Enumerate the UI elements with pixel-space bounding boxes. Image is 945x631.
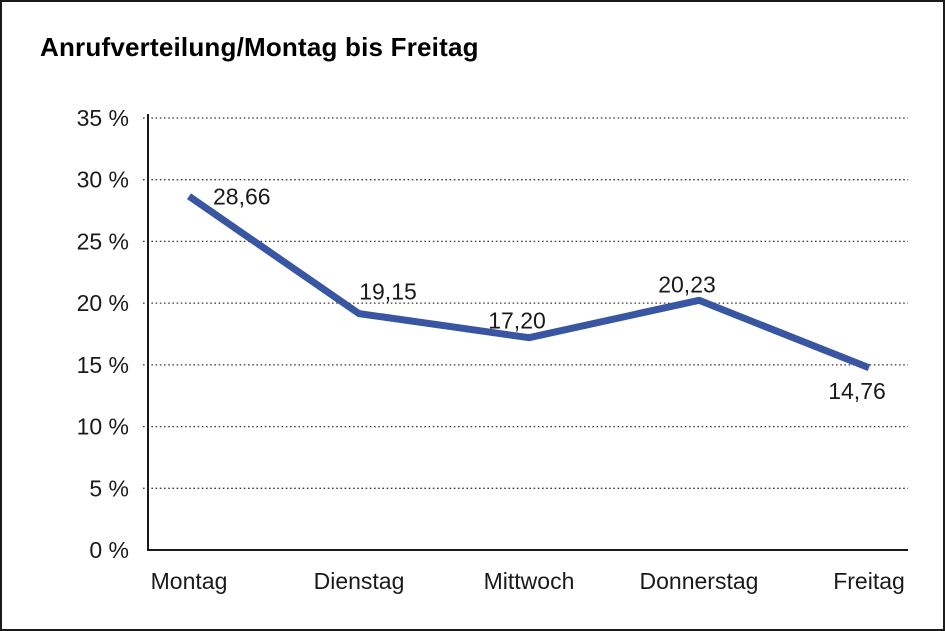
x-tick-label: Mittwoch	[484, 568, 575, 594]
y-tick-label: 35 %	[77, 105, 129, 131]
value-label: 28,66	[213, 183, 271, 209]
y-tick-label: 30 %	[77, 167, 129, 193]
x-tick-label: Freitag	[833, 568, 905, 594]
y-tick-label: 5 %	[89, 475, 129, 501]
x-tick-label: Donnerstag	[640, 568, 759, 594]
value-label: 14,76	[828, 378, 886, 404]
x-tick-label: Dienstag	[314, 568, 405, 594]
y-tick-label: 20 %	[77, 290, 129, 316]
x-tick-label: Montag	[151, 568, 228, 594]
y-tick-label: 25 %	[77, 228, 129, 254]
y-tick-label: 0 %	[89, 537, 129, 563]
chart-title: Anrufverteilung/Montag bis Freitag	[40, 32, 479, 62]
y-tick-label: 15 %	[77, 352, 129, 378]
value-label: 17,20	[488, 308, 546, 334]
series-line	[187, 193, 871, 372]
value-label: 20,23	[658, 271, 716, 297]
value-label: 19,15	[359, 279, 417, 305]
y-tick-label: 10 %	[77, 414, 129, 440]
